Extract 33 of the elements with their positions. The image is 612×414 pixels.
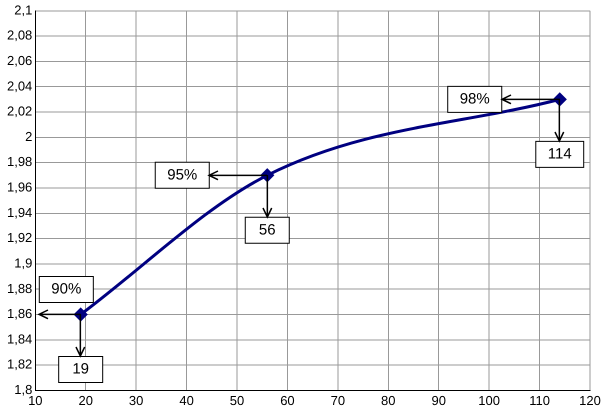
y-tick-label: 1,86	[6, 306, 32, 322]
y-tick-label: 1,8	[14, 382, 32, 397]
x-tick-label: 70	[330, 392, 346, 408]
y-tick-label: 2,1	[14, 2, 32, 18]
x-tick-label: 60	[280, 392, 295, 408]
annotation: 90%	[51, 280, 82, 298]
x-tick-label: 80	[381, 392, 396, 408]
x-tick-label: 90	[431, 392, 446, 408]
y-tick-label: 1,94	[6, 204, 32, 220]
y-tick-label: 1,9	[14, 255, 32, 270]
y-tick-label: 2,06	[6, 52, 32, 68]
x-tick-label: 100	[478, 392, 500, 408]
y-tick-label: 1,82	[6, 356, 32, 372]
x-tick-label: 50	[230, 392, 244, 408]
x-tick-label: 30	[128, 392, 144, 408]
annotation: 56	[258, 221, 276, 238]
x-tick-label: 40	[179, 392, 194, 408]
y-tick-label: 2	[25, 128, 32, 144]
y-tick-label: 1,84	[6, 331, 32, 346]
annotation: 114	[548, 146, 572, 163]
y-tick-label: 1,88	[6, 280, 32, 296]
x-tick-label: 120	[579, 392, 601, 408]
x-tick-label: 110	[529, 392, 550, 408]
y-tick-label: 2,04	[6, 78, 32, 94]
y-tick-label: 1,96	[6, 180, 32, 195]
y-tick-label: 1,98	[6, 154, 32, 170]
y-tick-label: 1,92	[6, 230, 32, 246]
y-tick-label: 2,02	[6, 104, 32, 119]
annotation: 19	[72, 360, 90, 378]
x-tick-label: 20	[78, 392, 93, 408]
annotation: 98%	[460, 90, 490, 108]
annotation: 95%	[167, 166, 198, 184]
y-tick-label: 2,08	[6, 28, 32, 43]
